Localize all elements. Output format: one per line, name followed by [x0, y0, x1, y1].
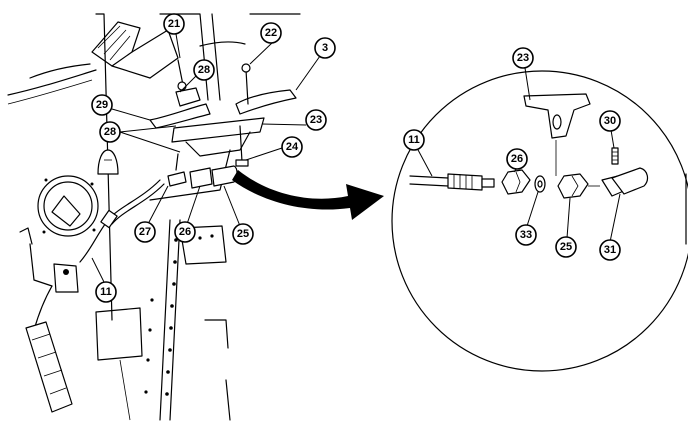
svg-text:11: 11 — [100, 286, 112, 298]
svg-text:26: 26 — [179, 226, 191, 238]
callout-27: 27 — [134, 221, 156, 243]
cab-interior-view — [7, 13, 384, 421]
callout-30: 30 — [599, 110, 621, 132]
detail-arrow — [232, 170, 384, 220]
svg-text:23: 23 — [517, 52, 529, 64]
svg-text:3: 3 — [322, 42, 328, 54]
svg-text:27: 27 — [139, 226, 151, 238]
svg-text:23: 23 — [310, 114, 322, 126]
callout-33: 33 — [515, 224, 537, 246]
callout-23-detail: 23 — [512, 47, 534, 69]
callout-11-detail: 11 — [403, 129, 425, 151]
callout-21: 21 — [163, 13, 185, 35]
svg-text:21: 21 — [168, 18, 180, 30]
svg-text:24: 24 — [286, 141, 299, 153]
rivet-row — [144, 234, 214, 396]
callout-28-lower: 28 — [99, 121, 121, 143]
detail-view — [391, 70, 688, 372]
callout-3: 3 — [314, 37, 336, 59]
callout-22: 22 — [260, 22, 282, 44]
svg-text:28: 28 — [104, 126, 116, 138]
callout-24: 24 — [281, 136, 303, 158]
leader-lines — [91, 33, 621, 285]
svg-text:25: 25 — [237, 228, 249, 240]
callout-25-detail: 25 — [555, 236, 577, 258]
svg-text:33: 33 — [520, 229, 532, 241]
svg-text:28: 28 — [198, 64, 210, 76]
callout-23-main: 23 — [305, 109, 327, 131]
svg-text:30: 30 — [604, 115, 616, 127]
callout-26-main: 26 — [174, 221, 196, 243]
svg-text:25: 25 — [560, 241, 572, 253]
svg-text:22: 22 — [265, 27, 277, 39]
svg-text:29: 29 — [96, 99, 108, 111]
svg-text:26: 26 — [511, 153, 523, 165]
round-vent — [37, 175, 99, 237]
callout-26-detail: 26 — [506, 148, 528, 170]
callout-29: 29 — [91, 94, 113, 116]
callout-25-main: 25 — [232, 223, 254, 245]
svg-text:11: 11 — [408, 134, 420, 146]
callout-28-upper: 28 — [193, 59, 215, 81]
callout-31: 31 — [599, 239, 621, 261]
svg-text:31: 31 — [604, 244, 616, 256]
callout-11-main: 11 — [95, 281, 117, 303]
